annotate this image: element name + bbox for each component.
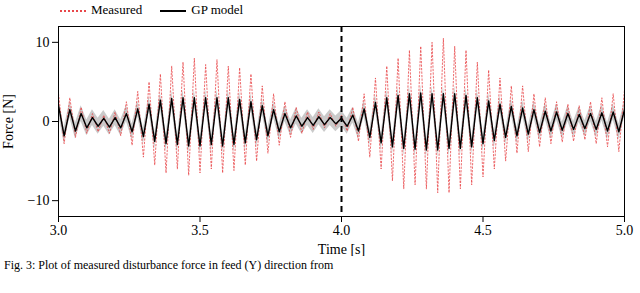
html-text:GP model: GP model — [191, 2, 244, 17]
svg-text:Time [s]: Time [s] — [318, 242, 365, 257]
svg-text:3.5: 3.5 — [191, 223, 209, 238]
svg-text:0: 0 — [43, 114, 50, 129]
svg-text:4.0: 4.0 — [333, 223, 351, 238]
svg-text:−10: −10 — [28, 193, 50, 208]
svg-text:Force [N]: Force [N] — [1, 94, 16, 149]
html-text:Measured: Measured — [91, 2, 143, 17]
html-text:Fig. 3: Plot of measured distu: Fig. 3: Plot of measured disturbance for… — [4, 258, 334, 272]
svg-text:4.5: 4.5 — [474, 223, 492, 238]
svg-text:3.0: 3.0 — [50, 223, 68, 238]
svg-text:5.0: 5.0 — [616, 223, 634, 238]
svg-text:10: 10 — [36, 35, 50, 50]
